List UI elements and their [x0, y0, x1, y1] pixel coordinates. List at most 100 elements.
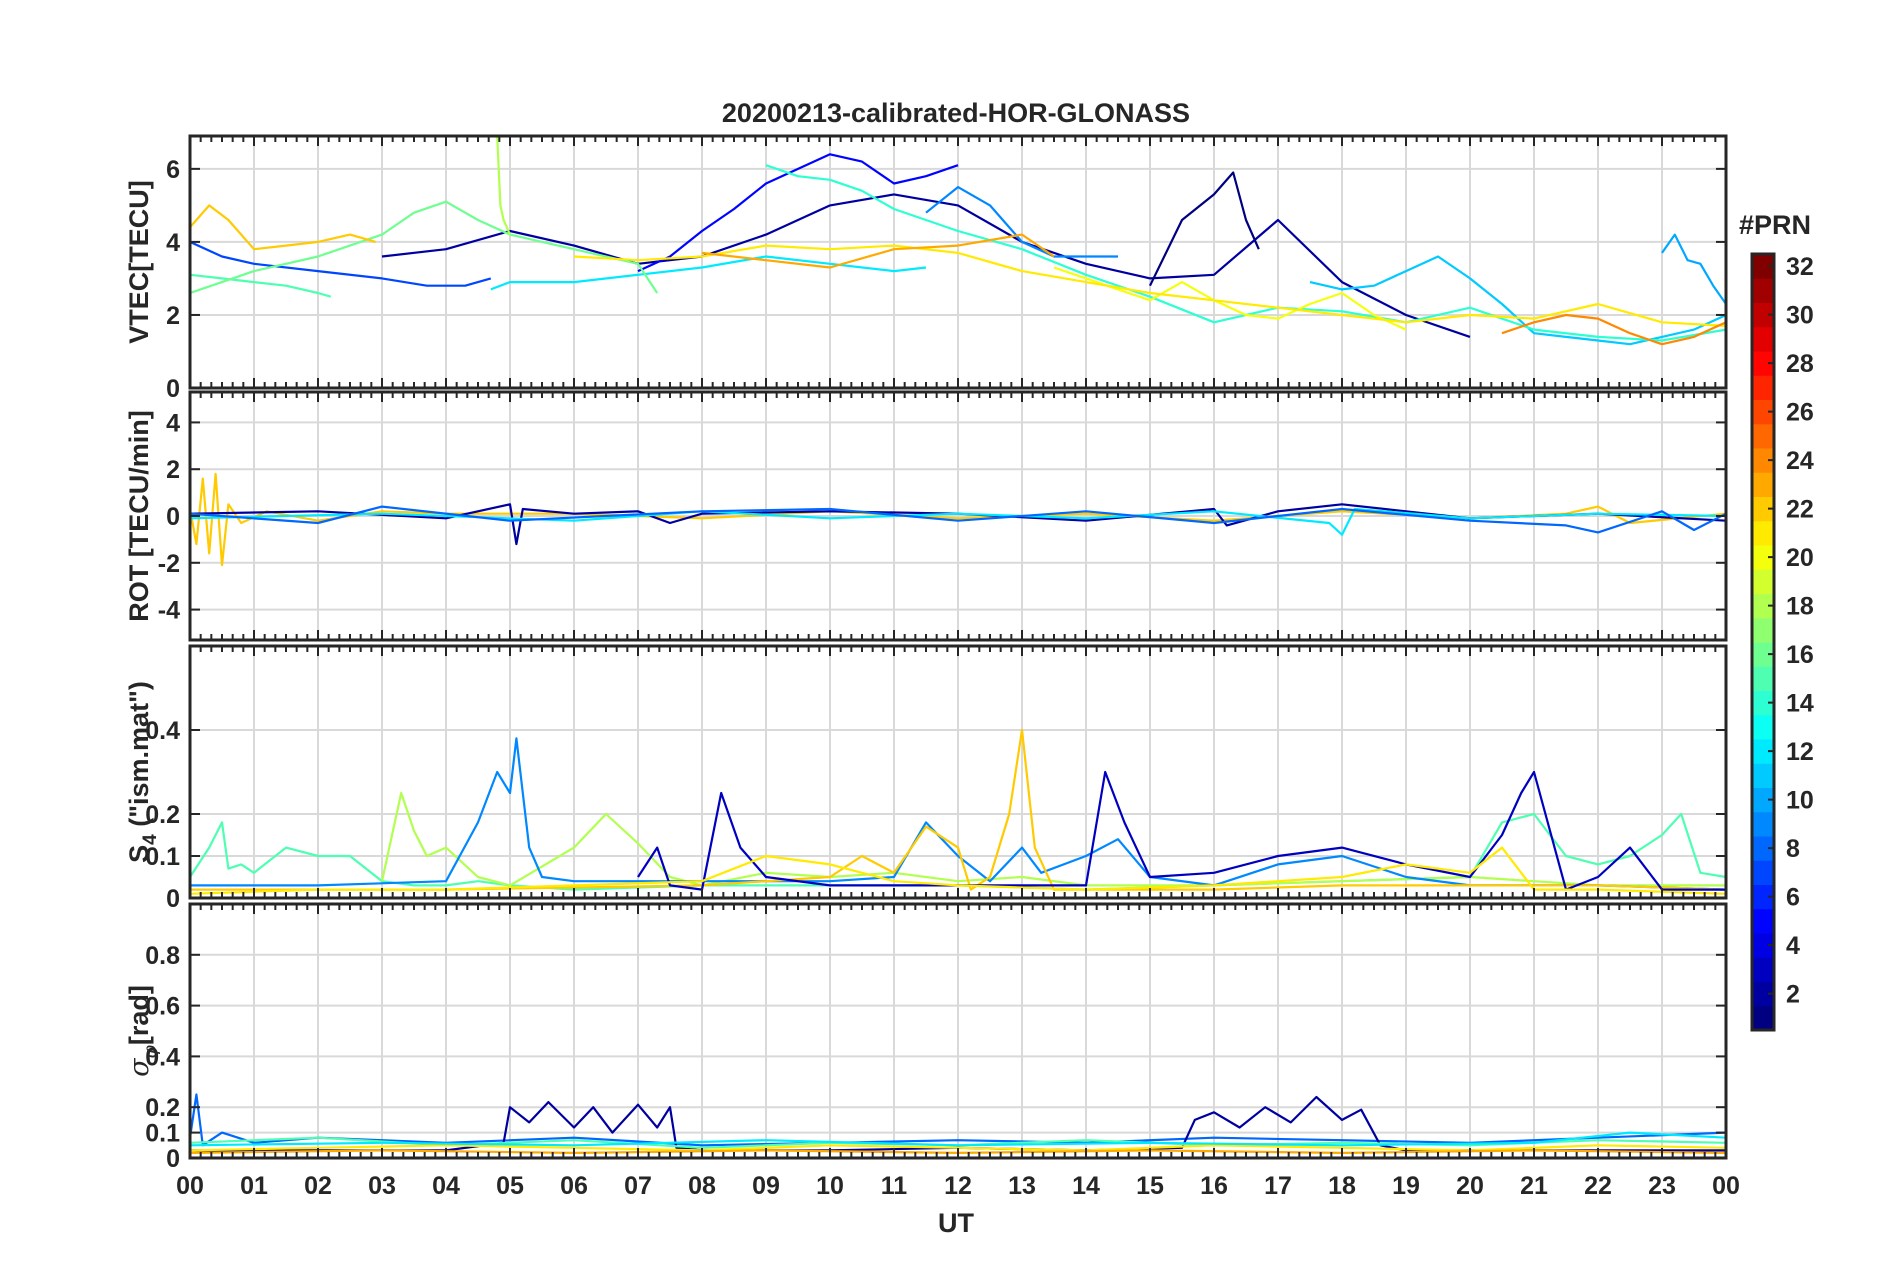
colorbar-segment [1752, 811, 1774, 837]
colorbar-segment [1752, 254, 1774, 279]
panel-sigma: 00.10.2 0.4 0.6 0.8 σφ[rad] [124, 902, 1728, 1173]
series-prn-9 [190, 737, 1726, 891]
x-tick-label: 15 [1136, 1172, 1164, 1200]
panel-frame [188, 390, 1728, 642]
series-prn-12 [490, 255, 927, 291]
colorbar-label: #PRN [1739, 210, 1811, 240]
colorbar-segment [1752, 933, 1774, 958]
colorbar-tick-label: 4 [1786, 932, 1800, 960]
x-tick-label: 07 [624, 1172, 652, 1200]
colorbar-segment [1752, 448, 1774, 473]
colorbar-segment [1752, 1005, 1774, 1031]
x-tick-label: 11 [881, 1172, 908, 1200]
x-tick-label: 03 [368, 1172, 396, 1200]
x-tick-label: 02 [304, 1172, 332, 1200]
series-group [190, 472, 1726, 567]
series-prn-22 [190, 204, 376, 251]
colorbar-segment [1752, 593, 1774, 619]
panel-rot: -4 -2 0 2 4 ROT [TECU/min] [124, 390, 1728, 642]
colorbar-segment [1752, 302, 1774, 328]
colorbar-tick-label: 18 [1786, 593, 1814, 621]
series-group [190, 728, 1726, 895]
x-tick-label: 09 [752, 1172, 780, 1200]
x-tick-label: 23 [1648, 1172, 1676, 1200]
series-prn-8 [190, 1093, 1726, 1147]
y-tick-label: 0.4 [145, 1043, 180, 1071]
series-prn-9 [925, 186, 1118, 258]
colorbar-tick-label: 28 [1786, 350, 1814, 378]
colorbar-segment [1752, 981, 1774, 1007]
colorbar-tick-label: 22 [1786, 496, 1814, 524]
colorbar-segment [1752, 690, 1774, 716]
colorbar-tick-label: 14 [1786, 690, 1814, 718]
colorbar-segment [1752, 472, 1774, 497]
panel-frame [188, 644, 1728, 900]
colorbar-segment [1752, 351, 1774, 376]
panel-frame [188, 902, 1728, 1160]
y-tick-label: 4 [166, 409, 180, 437]
series-prn-8 [190, 505, 1726, 534]
series-prn-1 [1149, 171, 1260, 287]
y-tick-label: -2 [158, 550, 180, 578]
colorbar-segment [1752, 957, 1774, 982]
y-axis-label: VTEC[TECU] [124, 180, 154, 344]
y-tick-label: 0.1 [145, 843, 180, 871]
colorbar-tick-label: 6 [1786, 884, 1800, 912]
y-tick-label: 0 [166, 375, 180, 403]
series-prn-24 [1501, 313, 1726, 346]
y-tick-label: 2 [166, 302, 180, 330]
colorbar-frame [1750, 252, 1776, 1032]
colorbar-tick-label: 26 [1786, 399, 1814, 427]
colorbar-segment [1752, 666, 1774, 691]
x-tick-label: 05 [496, 1172, 524, 1200]
colorbar-segment [1752, 739, 1774, 764]
y-tick-label: -4 [158, 597, 180, 625]
colorbar-segment [1752, 642, 1774, 667]
colorbar-tick-label: 32 [1786, 253, 1814, 281]
colorbar-tick-label: 16 [1786, 641, 1814, 669]
series-prn-21 [190, 846, 1726, 895]
colorbar-segment [1752, 545, 1774, 570]
colorbar-tick-label: 30 [1786, 302, 1814, 330]
y-tick-label: 0.2 [145, 801, 180, 829]
x-tick-label: 04 [432, 1172, 460, 1200]
panel-vtec: 0 2 4 6 VTEC[TECU] [124, 134, 1728, 403]
x-tick-label: 01 [240, 1172, 268, 1200]
colorbar-segment [1752, 714, 1774, 740]
y-tick-label: 6 [166, 156, 180, 184]
x-tick-label: 06 [560, 1172, 588, 1200]
colorbar-segment [1752, 375, 1774, 400]
colorbar-segment [1752, 617, 1774, 643]
colorbar-segment [1752, 569, 1774, 594]
chart-title: 20200213-calibrated-HOR-GLONASS [722, 98, 1190, 128]
series-prn-22 [190, 728, 1726, 891]
series-prn-5 [637, 153, 959, 273]
x-tick-label: 13 [1008, 1172, 1036, 1200]
colorbar-segment [1752, 399, 1774, 425]
colorbar-tick-label: 8 [1786, 835, 1800, 863]
x-tick-label: 19 [1392, 1172, 1420, 1200]
panel-s4: 0 0.1 0.2 0.4S4 ("ism.mat") [124, 644, 1728, 913]
colorbar-segment [1752, 787, 1774, 813]
y-tick-label: 4 [166, 229, 180, 257]
colorbar-segment [1752, 520, 1774, 546]
series-prn-14 [765, 164, 1726, 342]
y-tick-label: 0 [166, 1145, 180, 1173]
colorbar-tick-label: 2 [1786, 981, 1800, 1009]
colorbar-tick-label: 10 [1786, 787, 1814, 815]
series-group [190, 136, 1726, 346]
x-tick-label: 21 [1520, 1172, 1548, 1200]
colorbar-tick-label: 12 [1786, 738, 1814, 766]
series-prn-2 [381, 193, 1471, 338]
y-axis-label: σφ[rad] [124, 985, 161, 1077]
series-prn-15 [190, 273, 332, 298]
x-tick-label: 12 [944, 1172, 972, 1200]
series-prn-12 [190, 507, 1726, 536]
y-tick-label: 0 [166, 503, 180, 531]
series-prn-23 [701, 233, 1055, 269]
y-axis-label: ROT [TECU/min] [124, 410, 154, 621]
series-prn-12 [190, 1131, 1726, 1147]
colorbar-segment [1752, 860, 1774, 885]
